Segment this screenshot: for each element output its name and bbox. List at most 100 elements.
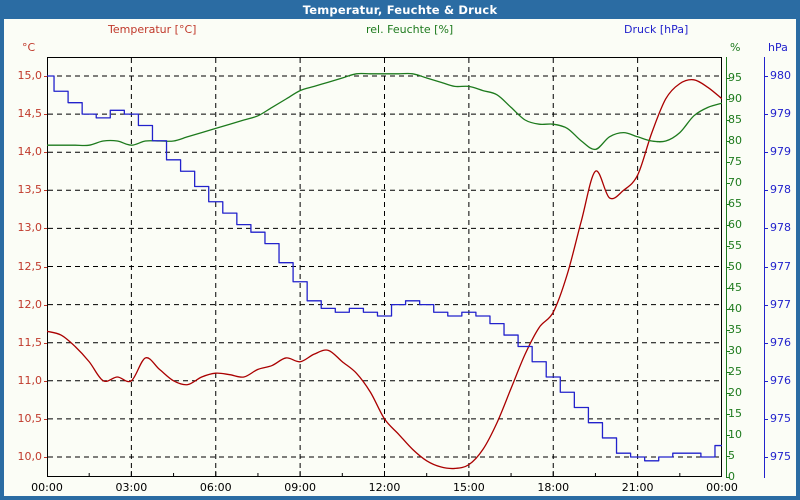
time-axis-labels: 00:0003.11.1903:0003.11.1906:0003.11.190… [4, 481, 796, 496]
humidity-tick-label: 25 [728, 365, 742, 378]
humidity-tick-mark [727, 351, 730, 352]
humidity-tick-label: 30 [728, 344, 742, 357]
humidity-tick-label: 70 [728, 176, 742, 189]
humidity-tick-label: 35 [728, 323, 742, 336]
tick-date: 03.11.19 [429, 494, 509, 496]
pressure-tick-mark [765, 457, 768, 458]
axis-unit-hpa: hPa [768, 41, 788, 54]
pressure-tick-label: 979 [770, 145, 791, 159]
tick-date: 03.11.19 [513, 494, 593, 496]
tick-time: 00:00 [31, 481, 63, 494]
series-layer [47, 58, 722, 476]
pressure-tick-mark [765, 342, 768, 344]
tick-time: 12:00 [368, 481, 401, 494]
axis-unit-celsius: °C [22, 41, 36, 54]
humidity-tick-label: 90 [728, 92, 742, 105]
humidity-tick-mark [727, 162, 730, 163]
temperature-tick-label: 15,0 [17, 69, 43, 82]
axis-unit-percent: % [730, 41, 741, 54]
tick-time: 09:00 [284, 481, 316, 494]
pressure-tick-mark [765, 152, 768, 154]
humidity-tick-label: 5 [728, 449, 735, 462]
chart-canvas: Temperatur [°C] rel. Feuchte [%] Druck [… [4, 19, 796, 496]
temperature-tick-label: 12,5 [17, 259, 43, 273]
humidity-tick-mark [727, 414, 730, 415]
series-line-humidity [47, 72, 722, 151]
pressure-tick-label: 980 [770, 69, 791, 82]
pressure-tick-mark [765, 190, 768, 192]
tick-time: 15:00 [453, 481, 485, 494]
temperature-tick-mark [44, 457, 47, 458]
temperature-tick-mark [44, 152, 47, 154]
humidity-tick-mark [727, 309, 730, 310]
temperature-tick-mark [44, 266, 47, 268]
tick-date: 03.11.19 [260, 494, 340, 496]
humidity-tick-mark [727, 204, 730, 205]
humidity-tick-mark [727, 477, 730, 478]
pressure-tick-mark [765, 418, 768, 420]
temperature-tick-mark [44, 190, 47, 192]
humidity-tick-mark [727, 372, 730, 373]
temperature-tick-mark [44, 342, 47, 344]
pressure-tick-label: 977 [770, 297, 791, 311]
humidity-tick-mark [727, 246, 730, 247]
temperature-tick-label: 14,0 [17, 145, 43, 159]
temperature-tick-label: 10,5 [17, 411, 43, 425]
tick-date: 03.11.19 [598, 494, 678, 496]
temperature-axis: 15,0 14,5 14,0 13,5 13,0 12,5 12,0 11,5 11,0 10,5… [4, 19, 43, 496]
humidity-tick-mark [727, 99, 730, 100]
legend-item-temperature: Temperatur [°C] [108, 23, 197, 36]
humidity-tick-label: 40 [728, 302, 742, 315]
humidity-axis: 95 90 85 80 75 70 65 60 55 50 45 40 35 30 25 20 15 10 5 0 [728, 19, 758, 496]
temperature-tick-label: 14,5 [17, 107, 43, 121]
humidity-tick-label: 55 [728, 239, 742, 252]
temperature-tick-mark [44, 228, 47, 230]
tick-date: 04.11.19 [682, 494, 762, 496]
humidity-tick-mark [727, 330, 730, 331]
pressure-tick-mark [765, 266, 768, 268]
temperature-tick-mark [44, 418, 47, 420]
humidity-tick-label: 20 [728, 386, 742, 399]
tick-date: 03.11.19 [345, 494, 425, 496]
temperature-tick-mark [44, 380, 47, 382]
tick-time: 18:00 [537, 481, 570, 494]
humidity-tick-label: 50 [728, 260, 742, 273]
humidity-tick-label: 80 [728, 134, 742, 147]
pressure-tick-label: 977 [770, 259, 791, 273]
humidity-tick-label: 0 [728, 470, 735, 483]
legend-item-humidity: rel. Feuchte [%] [366, 23, 454, 36]
tick-date: 03.11.19 [91, 494, 171, 496]
humidity-tick-mark [727, 183, 730, 184]
humidity-tick-label: 85 [728, 113, 742, 126]
humidity-tick-label: 15 [728, 407, 742, 420]
humidity-tick-mark [727, 141, 730, 142]
humidity-axis-line [726, 57, 727, 478]
tick-date: 03.11.19 [7, 494, 87, 496]
time-axis-tick-label: 00:0004.11.19 [682, 481, 762, 496]
humidity-tick-label: 60 [728, 218, 742, 231]
pressure-tick-label: 979 [770, 107, 791, 121]
humidity-tick-mark [727, 393, 730, 394]
humidity-tick-mark [727, 267, 730, 268]
window-title-bar: Temperatur, Feuchte & Druck [0, 0, 800, 19]
pressure-tick-mark [765, 228, 768, 230]
temperature-tick-label: 12,0 [17, 297, 43, 311]
temperature-tick-mark [44, 76, 47, 77]
tick-time: 03:00 [115, 481, 148, 494]
pressure-tick-label: 978 [770, 183, 791, 197]
pressure-tick-label: 976 [770, 335, 791, 349]
pressure-axis-line [764, 57, 765, 478]
pressure-tick-label: 976 [770, 373, 791, 387]
humidity-tick-label: 65 [728, 197, 742, 210]
temperature-tick-label: 11,5 [17, 335, 43, 349]
humidity-tick-mark [727, 120, 730, 121]
pressure-tick-mark [765, 304, 768, 306]
pressure-tick-mark [765, 76, 768, 77]
humidity-tick-mark [727, 435, 730, 436]
series-line-temperature [47, 79, 722, 470]
temperature-tick-label: 10,0 [17, 450, 43, 463]
